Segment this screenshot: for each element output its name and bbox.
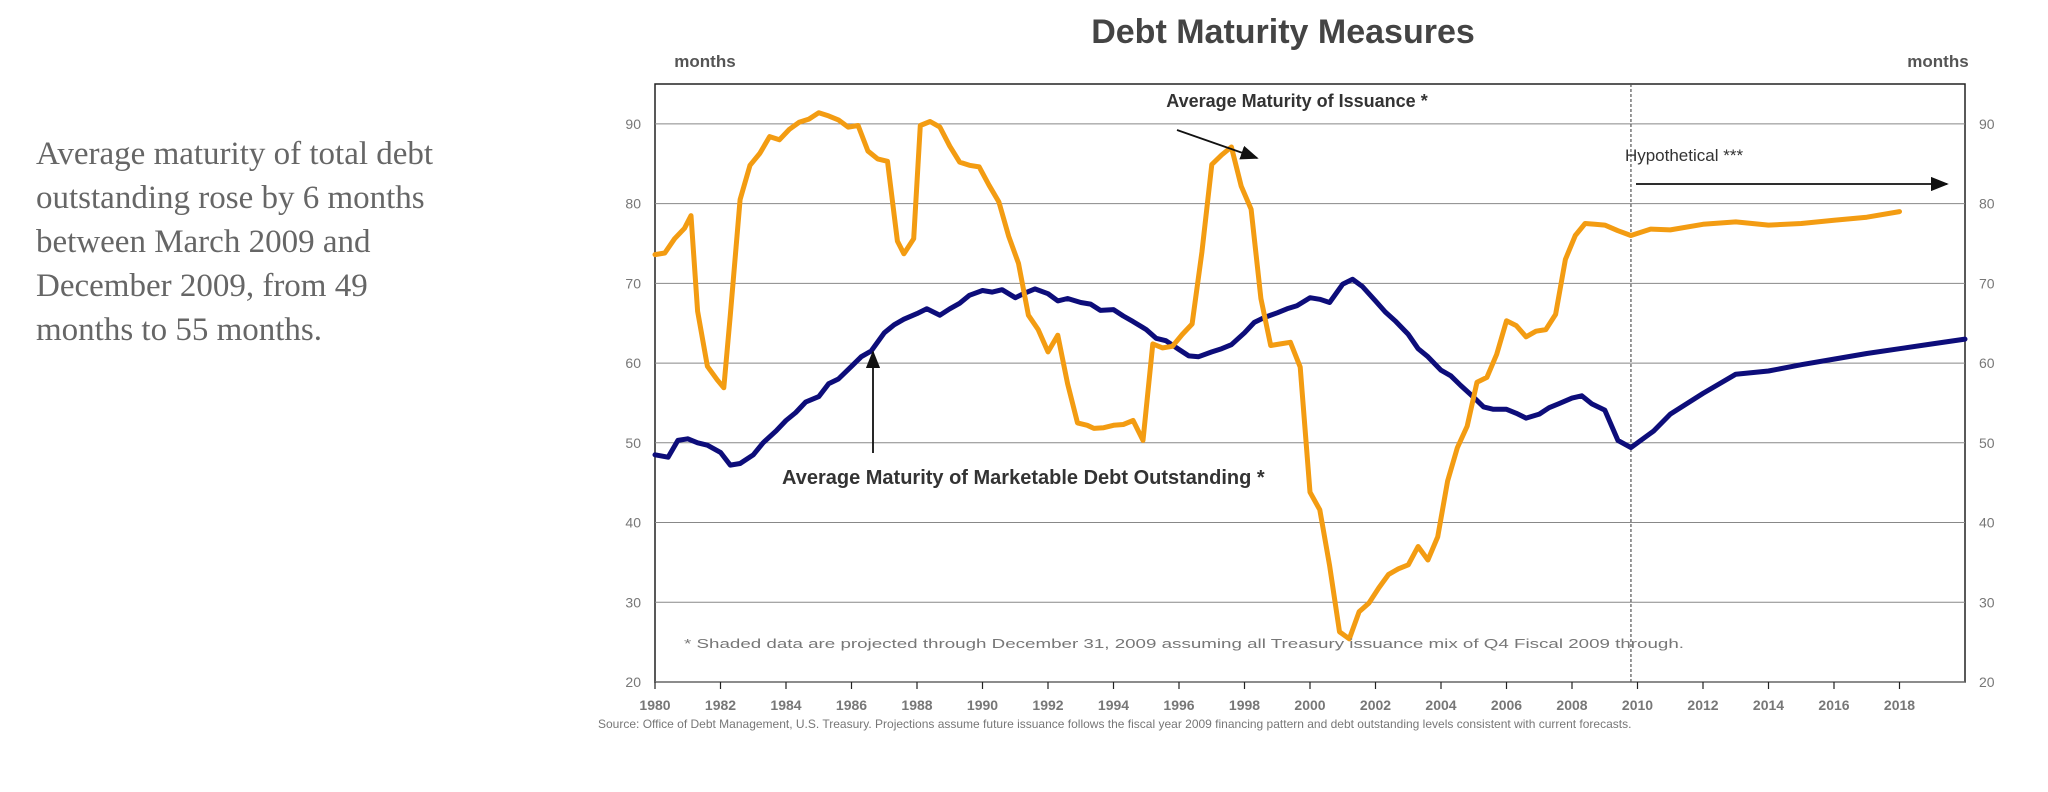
- x-tick-label: 2016: [1818, 697, 1849, 713]
- x-tick-label: 1982: [705, 697, 736, 713]
- annotation-issuance-arrow: [1176, 129, 1259, 160]
- x-tick-label: 1994: [1098, 697, 1129, 713]
- chart-title: Debt Maturity Measures: [1091, 13, 1475, 51]
- y-tick-label-left: 90: [625, 116, 641, 132]
- x-tick-label: 2002: [1360, 697, 1391, 713]
- y-tick-label-left: 30: [625, 594, 641, 610]
- gridlines: [655, 123, 1965, 683]
- x-tick-label: 2004: [1425, 697, 1456, 713]
- y-tick-label-right: 50: [1979, 435, 1995, 451]
- chart-footnote-box: Source: Office of Debt Management, U.S. …: [598, 717, 1632, 731]
- y-axis-label-right: months: [1907, 52, 1968, 71]
- x-tick-label: 1998: [1229, 697, 1260, 713]
- plot-frame: [654, 83, 1966, 683]
- y-tick-label-right: 70: [1979, 275, 1995, 291]
- series-marketable-debt-line: [652, 276, 1968, 468]
- x-tick-label: 1992: [1032, 697, 1063, 713]
- annotation-issuance: Average Maturity of Issuance *: [1166, 91, 1427, 111]
- chart-footnote: Source: Office of Debt Management, U.S. …: [598, 717, 1632, 731]
- x-tick-label: 2008: [1556, 697, 1587, 713]
- x-tick-label: 2012: [1687, 697, 1718, 713]
- y-tick-label-right: 80: [1979, 196, 1995, 212]
- y-tick-label-left: 70: [625, 275, 641, 291]
- y-tick-label-left: 20: [625, 674, 641, 690]
- y-ticks-right: 20 30 40 50 60 70 80 90: [1979, 116, 1995, 690]
- x-tick-label: 1986: [836, 697, 867, 713]
- y-ticks-left: 20 30 40 50 60 70 80 90: [625, 116, 641, 690]
- x-tick-label: 1996: [1163, 697, 1194, 713]
- x-tick-label: 1984: [770, 697, 801, 713]
- x-ticks: 1980 1982 1984 1986 1988 1990 1992 1994 1996 1998…: [639, 682, 1915, 713]
- x-tick-label: 2000: [1294, 697, 1325, 713]
- y-tick-label-left: 80: [625, 196, 641, 212]
- y-tick-label-right: 20: [1979, 674, 1995, 690]
- x-tick-label: 2018: [1884, 697, 1915, 713]
- x-tick-label: 2010: [1622, 697, 1653, 713]
- y-tick-label-left: 50: [625, 435, 641, 451]
- y-tick-label-left: 60: [625, 355, 641, 371]
- y-axis-label-left: months: [674, 52, 735, 71]
- x-tick-label: 1980: [639, 697, 670, 713]
- series-layer: [652, 110, 1968, 642]
- y-tick-label-right: 90: [1979, 116, 1995, 132]
- x-tick-label: 2006: [1491, 697, 1522, 713]
- annotation-projection: Hypothetical ***: [1625, 146, 1744, 165]
- x-tick-label: 1988: [901, 697, 932, 713]
- chart-note: * Shaded data are projected through Dece…: [684, 636, 1684, 651]
- side-note: Average maturity of total debt outstandi…: [36, 136, 434, 348]
- x-tick-label: 1990: [967, 697, 998, 713]
- y-tick-label-left: 40: [625, 515, 641, 531]
- y-tick-label-right: 30: [1979, 594, 1995, 610]
- annotation-marketable: Average Maturity of Marketable Debt Outs…: [782, 467, 1265, 489]
- y-tick-label-right: 40: [1979, 515, 1995, 531]
- series-issuance-line: [652, 110, 1902, 642]
- x-tick-label: 2014: [1753, 697, 1784, 713]
- y-tick-label-right: 60: [1979, 355, 1995, 371]
